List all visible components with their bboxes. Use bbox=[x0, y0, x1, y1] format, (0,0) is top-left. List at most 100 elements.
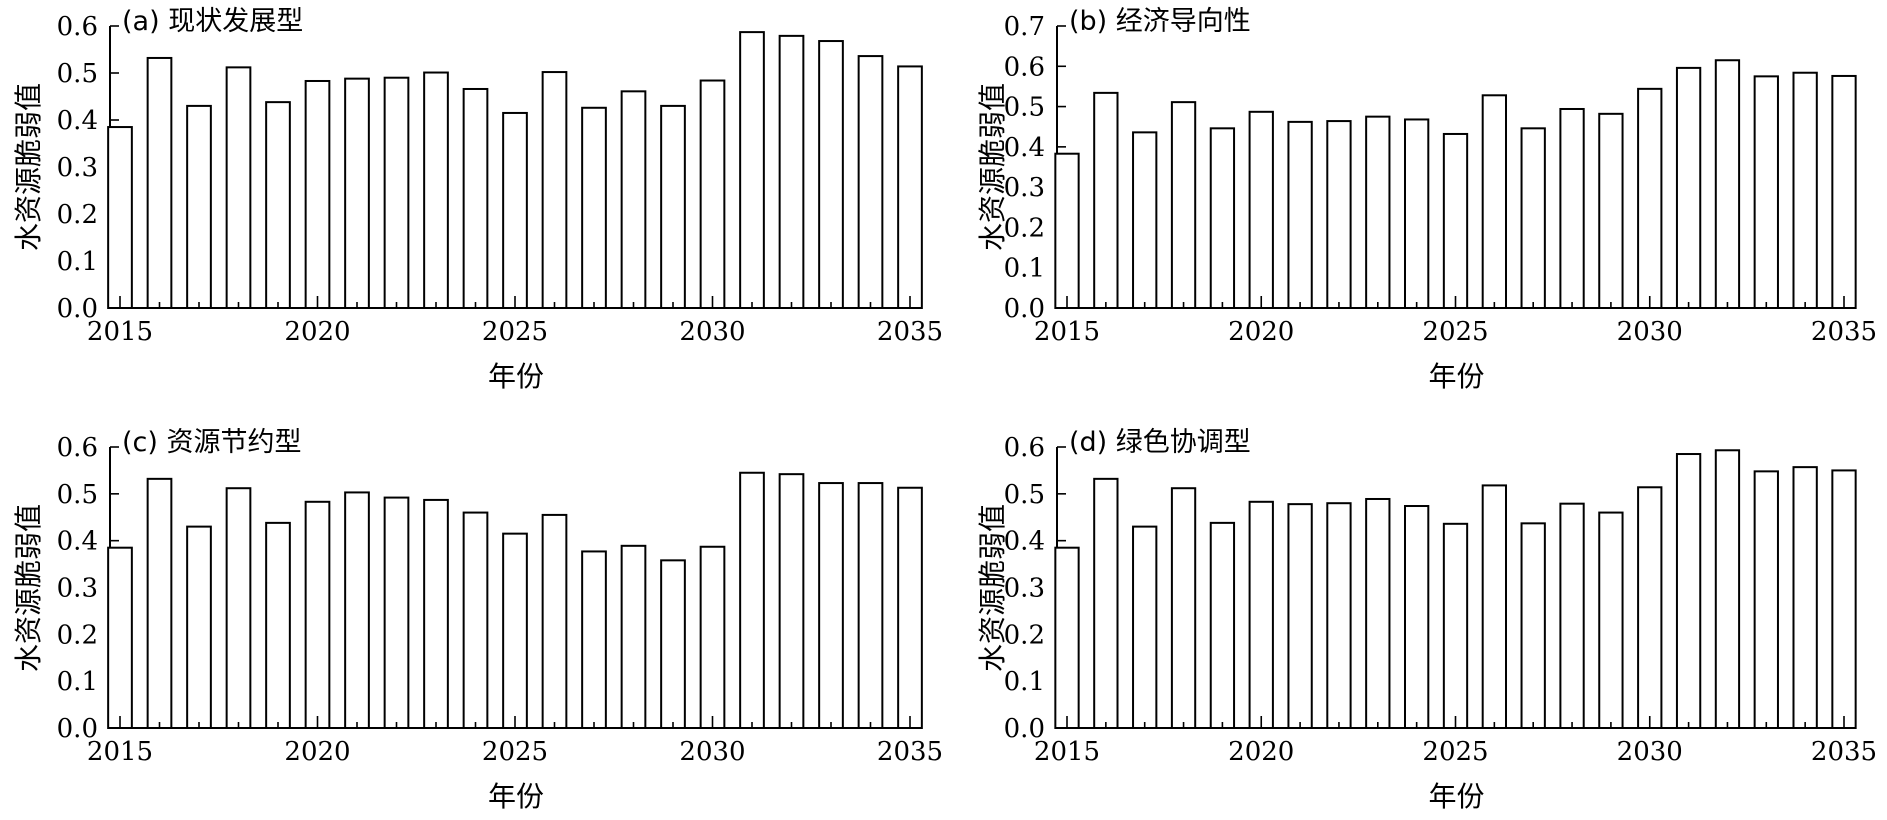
y-tick-label-c-2: 0.2 bbox=[57, 620, 98, 650]
y-tick-label-a-0: 0.0 bbox=[57, 294, 98, 324]
x-tick-label-c-2015: 2015 bbox=[87, 737, 153, 767]
x-tick-label-d-2030: 2030 bbox=[1617, 737, 1683, 767]
bar-d-2018 bbox=[1170, 487, 1197, 730]
bar-b-2025 bbox=[1442, 132, 1469, 309]
bar-c-2016 bbox=[146, 477, 173, 730]
bar-b-2028 bbox=[1559, 107, 1585, 309]
bar-a-2021 bbox=[344, 77, 370, 309]
panel-title-c: (c) 资源节约型 bbox=[122, 427, 302, 458]
bar-a-2034 bbox=[857, 55, 884, 309]
x-axis-title-c: 年份 bbox=[488, 780, 544, 813]
bar-a-2031 bbox=[739, 31, 765, 310]
bar-d-2032 bbox=[1714, 449, 1741, 729]
bar-d-2017 bbox=[1132, 525, 1158, 729]
y-axis-title-a: 水资源脆弱值 bbox=[12, 83, 45, 251]
y-tick-label-c-0: 0.0 bbox=[57, 714, 98, 744]
y-tick-label-d-2: 0.2 bbox=[1004, 620, 1045, 650]
y-axis-title-c: 水资源脆弱值 bbox=[12, 504, 45, 672]
bar-c-2019 bbox=[265, 521, 291, 729]
y-tick-label-a-1: 0.1 bbox=[57, 247, 98, 277]
x-tick-label-a-2015: 2015 bbox=[87, 317, 153, 347]
bar-d-2019 bbox=[1209, 521, 1236, 729]
bar-a-2024 bbox=[462, 87, 489, 310]
y-tick-label-b-2: 0.2 bbox=[1004, 213, 1045, 243]
x-tick-label-c-2030: 2030 bbox=[679, 737, 745, 767]
bar-d-2029 bbox=[1598, 511, 1624, 729]
y-tick-label-b-4: 0.4 bbox=[1004, 133, 1045, 163]
y-tick-label-a-3: 0.3 bbox=[57, 153, 98, 183]
y-tick-label-a-5: 0.5 bbox=[57, 59, 98, 89]
bar-b-2022 bbox=[1326, 120, 1352, 310]
bar-b-2031 bbox=[1675, 66, 1702, 309]
bar-a-2015 bbox=[107, 126, 133, 309]
x-axis-title-d: 年份 bbox=[1428, 780, 1484, 813]
bar-a-2032 bbox=[778, 34, 805, 310]
bar-c-2018 bbox=[225, 487, 252, 730]
bar-a-2022 bbox=[383, 76, 410, 309]
y-tick-label-b-5: 0.5 bbox=[1004, 93, 1045, 123]
bar-d-2030 bbox=[1637, 486, 1663, 729]
bar-a-2026 bbox=[541, 71, 568, 309]
bar-d-2016 bbox=[1093, 477, 1119, 730]
x-tick-label-a-2030: 2030 bbox=[679, 317, 745, 347]
bar-b-2035 bbox=[1831, 74, 1857, 309]
bar-b-2018 bbox=[1170, 101, 1197, 309]
chart-panel-d: 0.0 0.1 0.2 0.3 0.4 0.5 0.6 2015 2020 2025 2030 203… bbox=[976, 427, 1877, 813]
x-tick-label-d-2015: 2015 bbox=[1034, 737, 1100, 767]
panel-title-b: (b) 经济导向性 bbox=[1069, 6, 1251, 37]
x-tick-label-a-2025: 2025 bbox=[482, 317, 548, 347]
bar-c-2021 bbox=[344, 491, 370, 730]
y-tick-label-d-6: 0.6 bbox=[1004, 433, 1045, 463]
x-tick-label-b-2025: 2025 bbox=[1422, 317, 1488, 347]
bar-b-2015 bbox=[1054, 152, 1080, 309]
bar-a-2016 bbox=[146, 56, 173, 309]
bar-b-2032 bbox=[1714, 59, 1741, 309]
chart-panel-c: 0.0 0.1 0.2 0.3 0.4 0.5 0.6 2015 2020 2025 2030 203… bbox=[12, 427, 943, 813]
bar-d-2020 bbox=[1248, 500, 1274, 730]
bar-a-2020 bbox=[304, 79, 331, 309]
bar-b-2023 bbox=[1365, 115, 1391, 310]
y-tick-label-a-4: 0.4 bbox=[57, 106, 98, 136]
bar-a-2023 bbox=[423, 71, 449, 309]
bar-d-2025 bbox=[1442, 522, 1469, 729]
bar-a-2029 bbox=[660, 104, 686, 310]
x-tick-label-c-2020: 2020 bbox=[284, 737, 350, 767]
bar-c-2023 bbox=[423, 498, 449, 729]
bar-c-2027 bbox=[581, 550, 607, 730]
y-axis-title-b: 水资源脆弱值 bbox=[976, 83, 1009, 251]
bar-d-2021 bbox=[1287, 503, 1313, 729]
bar-b-2017 bbox=[1132, 131, 1158, 309]
bar-d-2034 bbox=[1792, 466, 1818, 729]
bar-a-2019 bbox=[265, 101, 291, 309]
y-tick-label-c-1: 0.1 bbox=[57, 667, 98, 697]
x-tick-label-a-2020: 2020 bbox=[284, 317, 350, 347]
bar-b-2026 bbox=[1481, 94, 1508, 309]
y-tick-label-d-1: 0.1 bbox=[1004, 667, 1045, 697]
y-tick-label-b-1: 0.1 bbox=[1004, 254, 1045, 284]
x-tick-label-a-2035: 2035 bbox=[877, 317, 943, 347]
bar-b-2027 bbox=[1520, 127, 1546, 309]
bar-a-2025 bbox=[502, 111, 528, 309]
y-tick-label-d-5: 0.5 bbox=[1004, 480, 1045, 510]
bar-a-2035 bbox=[897, 65, 923, 309]
x-tick-label-b-2020: 2020 bbox=[1228, 317, 1294, 347]
bar-d-2022 bbox=[1326, 502, 1352, 730]
bar-b-2016 bbox=[1093, 91, 1119, 309]
panel-title-a: (a) 现状发展型 bbox=[122, 6, 303, 37]
bar-a-2018 bbox=[225, 66, 252, 309]
bar-c-2031 bbox=[739, 471, 765, 729]
bar-d-2033 bbox=[1753, 470, 1779, 729]
x-tick-label-c-2025: 2025 bbox=[482, 737, 548, 767]
bar-b-2030 bbox=[1637, 87, 1663, 309]
bar-a-2030 bbox=[699, 79, 726, 309]
bar-a-2033 bbox=[818, 40, 844, 309]
bar-d-2015 bbox=[1054, 546, 1080, 729]
bar-b-2029 bbox=[1598, 112, 1624, 309]
y-tick-label-d-4: 0.4 bbox=[1004, 527, 1045, 557]
y-tick-label-b-6: 0.6 bbox=[1004, 52, 1045, 82]
bar-c-2025 bbox=[502, 532, 528, 729]
x-axis-title-b: 年份 bbox=[1428, 360, 1484, 393]
bar-b-2024 bbox=[1403, 118, 1430, 309]
bar-b-2020 bbox=[1248, 110, 1274, 309]
